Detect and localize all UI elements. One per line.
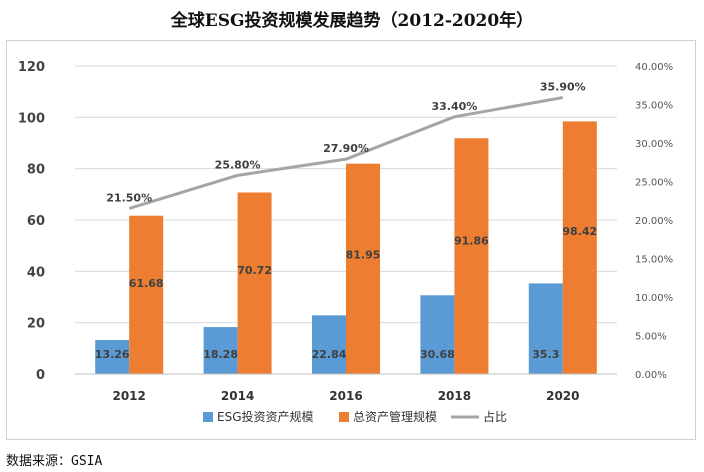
- y2-tick-label: 20.00%: [635, 216, 673, 227]
- bar-value-label: 13.26: [95, 348, 130, 361]
- y2-tick-label: 0.00%: [635, 370, 667, 381]
- legend-label: 占比: [483, 409, 507, 424]
- chart-frame: 0 20 40 60 80 100 120 0.00% 5.00% 10.00% 15.00% 20.…: [6, 40, 696, 440]
- chart-title: 全球ESG投资规模发展趋势（2012-2020年）: [170, 11, 534, 31]
- y2-tick-label: 30.00%: [635, 139, 673, 150]
- y-tick-label: 40: [27, 265, 45, 280]
- y2-tick-label: 5.00%: [635, 332, 667, 343]
- y-tick-label: 60: [27, 214, 45, 229]
- ratio-point-label: 21.50%: [106, 191, 152, 204]
- bar-esg: [312, 315, 346, 374]
- ratio-point-label: 35.90%: [540, 81, 586, 94]
- bar-value-label: 35.3: [532, 348, 559, 361]
- bar-esg: [203, 327, 238, 374]
- bar-value-label: 70.72: [237, 264, 272, 277]
- bar-value-label: 22.84: [312, 348, 347, 361]
- y-tick-label: 80: [27, 163, 45, 178]
- source-note: 数据来源：GSIA: [6, 454, 103, 469]
- y-tick-label: 100: [18, 111, 45, 126]
- bar-total: [129, 215, 164, 374]
- y-tick-label: 20: [27, 317, 45, 332]
- y2-tick-label: 15.00%: [635, 255, 673, 266]
- legend-label: ESG投资资产规模: [217, 409, 314, 424]
- y-tick-label: 0: [36, 368, 45, 383]
- combo-chart: 0 20 40 60 80 100 120 0.00% 5.00% 10.00% 15.00% 20.…: [18, 60, 673, 424]
- x-tick-label: 2014: [221, 389, 254, 403]
- ratio-line: [128, 96, 564, 210]
- legend-swatch: [203, 412, 213, 422]
- bar-total: [346, 163, 380, 374]
- ratio-point-label: 33.40%: [431, 100, 477, 113]
- bar-value-label: 98.42: [562, 225, 597, 238]
- x-tick-label: 2020: [546, 389, 579, 403]
- bar-total: [562, 121, 597, 374]
- x-tick-label: 2018: [438, 389, 471, 403]
- y2-tick-label: 10.00%: [635, 293, 673, 304]
- legend-swatch: [339, 412, 349, 422]
- bar-value-label: 30.68: [420, 348, 455, 361]
- y2-tick-label: 25.00%: [635, 178, 673, 189]
- bar-value-label: 81.95: [346, 248, 381, 261]
- y-tick-label: 120: [18, 60, 45, 75]
- bar-esg: [95, 339, 130, 374]
- ratio-point-label: 25.80%: [215, 158, 261, 171]
- ratio-point-label: 27.90%: [323, 142, 369, 155]
- bar-total: [454, 138, 489, 374]
- bar-esg: [528, 283, 563, 374]
- y2-tick-label: 35.00%: [635, 101, 673, 112]
- bar-esg: [420, 295, 455, 374]
- x-tick-label: 2012: [112, 389, 145, 403]
- legend-label: 总资产管理规模: [353, 409, 437, 424]
- bar-total: [237, 192, 272, 374]
- bar-value-label: 61.68: [129, 277, 164, 290]
- x-tick-label: 2016: [329, 389, 362, 403]
- bar-value-label: 91.86: [454, 234, 489, 247]
- y2-tick-label: 40.00%: [635, 62, 673, 73]
- bar-value-label: 18.28: [203, 348, 238, 361]
